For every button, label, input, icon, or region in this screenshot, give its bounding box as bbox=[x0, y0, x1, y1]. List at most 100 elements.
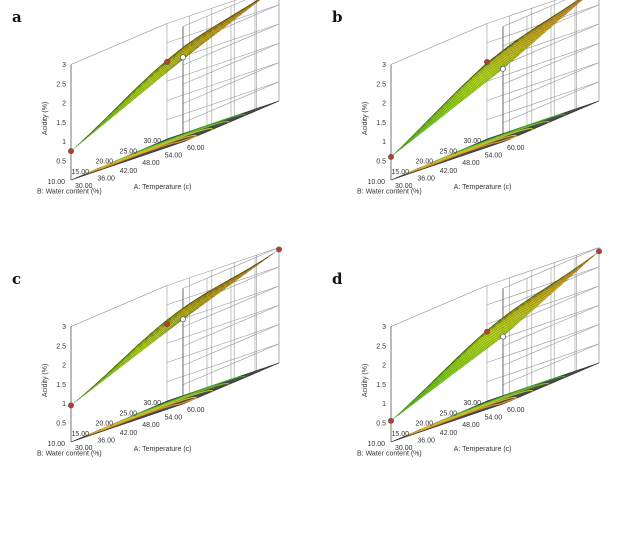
surface-facet bbox=[574, 0, 579, 3]
y-tick-label: 10.00 bbox=[47, 441, 65, 448]
top-edge bbox=[390, 23, 488, 65]
back-wall-gridline bbox=[486, 343, 600, 383]
y-tick-label: 10.00 bbox=[47, 179, 65, 186]
contour-line bbox=[133, 113, 246, 154]
z-tick-label: 1.5 bbox=[56, 120, 66, 127]
z-tick-label: 2 bbox=[382, 101, 386, 108]
z-tick-label: 1.5 bbox=[376, 120, 386, 127]
contour-line bbox=[405, 396, 518, 437]
contour-line bbox=[100, 389, 214, 430]
x-tick-label: 48.00 bbox=[462, 160, 480, 167]
x-tick-label: 42.00 bbox=[440, 168, 458, 175]
contour-floor bbox=[70, 362, 280, 443]
back-wall-gridline bbox=[166, 42, 280, 82]
x-tick-label: 36.00 bbox=[417, 175, 435, 182]
response-surface bbox=[390, 0, 583, 158]
contour-line bbox=[85, 135, 198, 175]
x-tick-label: 42.00 bbox=[440, 430, 458, 437]
y-tick-label: 30.00 bbox=[143, 400, 161, 407]
contour-line bbox=[85, 134, 198, 175]
tick-labels: 0.5 1 1.5 2 2.5 3 30.00 36.00 42.00 48.00 54.00 60.… bbox=[367, 62, 524, 190]
chart-panel-c: 0.5 1 1.5 2 2.5 3 30.00 36.00 42.00 48.00 54.00 60.… bbox=[12, 246, 282, 458]
x-tick-label: 48.00 bbox=[142, 160, 160, 167]
panel-letter-b: b bbox=[332, 8, 343, 26]
x-tick-label: 54.00 bbox=[165, 415, 183, 422]
back-wall-gridline bbox=[166, 285, 280, 325]
design-point bbox=[484, 59, 490, 65]
back-wall-gridline bbox=[486, 247, 600, 286]
z-tick-label: 1.5 bbox=[376, 382, 386, 389]
design-point bbox=[388, 417, 394, 424]
response-surface bbox=[390, 251, 600, 421]
z-tick-label: 1 bbox=[382, 401, 386, 408]
z-tick-label: 0.5 bbox=[56, 420, 66, 427]
contour-floor bbox=[390, 362, 600, 443]
response-surface bbox=[70, 0, 261, 152]
y-tick-label: 15.00 bbox=[71, 169, 89, 176]
back-wall-gridline bbox=[166, 343, 280, 383]
design-point bbox=[164, 321, 170, 327]
design-point bbox=[68, 402, 74, 409]
panel-letter-d: d bbox=[332, 270, 343, 288]
back-wall-gridline bbox=[166, 304, 280, 344]
z-tick-label: 3 bbox=[62, 324, 66, 331]
top-edge bbox=[70, 23, 168, 65]
z-tick-label: 3 bbox=[382, 324, 386, 331]
panel-letter-c: c bbox=[12, 270, 21, 288]
contour-line bbox=[453, 375, 566, 416]
contour-line bbox=[436, 120, 550, 161]
z-tick-label: 2 bbox=[62, 101, 66, 108]
x-tick-label: 36.00 bbox=[97, 437, 115, 444]
y-tick-label: 25.00 bbox=[119, 410, 137, 417]
z-tick-label: 3 bbox=[382, 62, 386, 69]
wall-grid bbox=[70, 0, 280, 180]
z-axis-label: Acidity (%) bbox=[362, 364, 369, 397]
x-axis-label: A: Temperature (c) bbox=[454, 446, 512, 453]
contour-line bbox=[100, 127, 214, 168]
z-axis-label: Acidity (%) bbox=[42, 102, 49, 135]
chart-panel-b: 0.5 1 1.5 2 2.5 3 30.00 36.00 42.00 48.00 54.00 60.… bbox=[332, 0, 600, 196]
contour-line bbox=[405, 397, 518, 437]
back-wall-gridline bbox=[486, 0, 558, 24]
y-tick-label: 25.00 bbox=[439, 410, 457, 417]
z-tick-label: 2.5 bbox=[376, 81, 386, 88]
contour-line bbox=[436, 382, 550, 423]
x-axis-label: A: Temperature (c) bbox=[454, 184, 512, 191]
panel-letter-a: a bbox=[12, 8, 22, 26]
back-wall-gridline bbox=[166, 62, 280, 101]
z-tick-label: 0.5 bbox=[376, 158, 386, 165]
contour-floor bbox=[390, 100, 600, 181]
top-edge bbox=[390, 285, 488, 327]
contour-line bbox=[85, 397, 198, 437]
surface-facet bbox=[76, 390, 89, 402]
design-point bbox=[276, 246, 282, 253]
y-tick-label: 15.00 bbox=[391, 431, 409, 438]
x-tick-label: 60.00 bbox=[507, 145, 525, 152]
tick-labels: 0.5 1 1.5 2 2.5 3 30.00 36.00 42.00 48.00 54.00 60.… bbox=[367, 324, 524, 452]
z-tick-label: 1 bbox=[382, 139, 386, 146]
chart-panel-d: 0.5 1 1.5 2 2.5 3 30.00 36.00 42.00 48.00 54.00 60.… bbox=[332, 247, 602, 458]
x-tick-label: 48.00 bbox=[142, 422, 160, 429]
x-axis-label: A: Temperature (c) bbox=[134, 184, 192, 191]
y-tick-label: 20.00 bbox=[95, 421, 113, 428]
contour-line bbox=[420, 127, 534, 168]
tick-labels: 0.5 1 1.5 2 2.5 3 30.00 36.00 42.00 48.00 54.00 60.… bbox=[47, 324, 204, 452]
contour-line bbox=[133, 375, 246, 416]
y-tick-label: 15.00 bbox=[71, 431, 89, 438]
surface-facet bbox=[401, 400, 414, 412]
y-tick-label: 30.00 bbox=[463, 138, 481, 145]
back-wall-gridline bbox=[486, 62, 600, 101]
z-tick-label: 0.5 bbox=[376, 420, 386, 427]
back-wall-gridline bbox=[486, 42, 600, 82]
x-tick-label: 54.00 bbox=[485, 415, 503, 422]
z-axis-label: Acidity (%) bbox=[42, 364, 49, 397]
x-tick-label: 30.00 bbox=[395, 445, 413, 452]
z-tick-label: 1 bbox=[62, 401, 66, 408]
surface-facet bbox=[76, 135, 89, 147]
x-tick-label: 36.00 bbox=[97, 175, 115, 182]
back-wall-gridline bbox=[166, 81, 280, 121]
design-point bbox=[388, 153, 394, 160]
y-tick-label: 15.00 bbox=[391, 169, 409, 176]
z-tick-label: 2.5 bbox=[56, 343, 66, 350]
z-tick-label: 2.5 bbox=[376, 343, 386, 350]
